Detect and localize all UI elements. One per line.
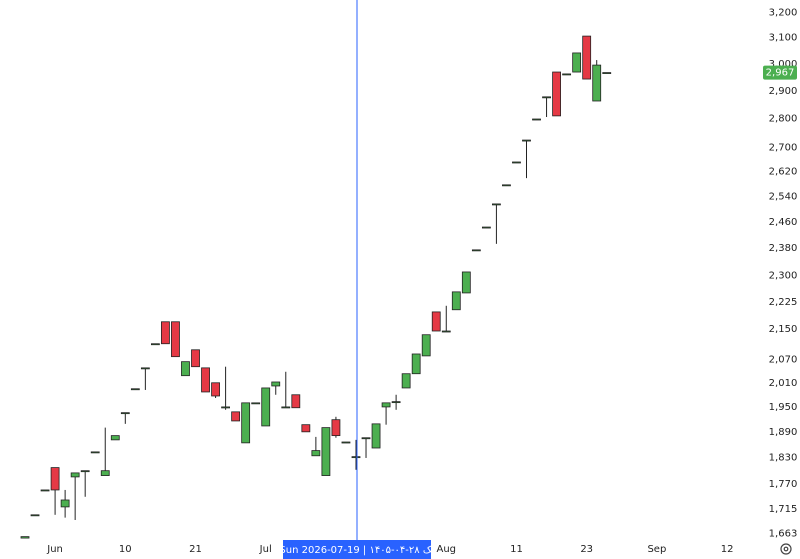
candle-body: [100, 470, 110, 476]
candle-body: [542, 96, 551, 99]
x-tick-label: 12: [721, 544, 734, 555]
candle-body: [401, 373, 411, 389]
candle-body: [231, 411, 241, 422]
y-tick-label: 2,700: [769, 143, 798, 154]
y-tick-label: 1,770: [769, 479, 798, 490]
candle-body: [181, 361, 190, 377]
crosshair-label-box: [283, 540, 431, 559]
candle-body: [191, 349, 200, 368]
candle-body: [492, 203, 501, 206]
candle-body: [40, 489, 50, 492]
candle-body: [321, 427, 331, 476]
candle-body: [271, 381, 281, 387]
candle-body: [130, 388, 140, 391]
settings-icon[interactable]: [780, 543, 792, 555]
candle-body: [251, 402, 261, 405]
candle-body: [381, 402, 391, 408]
candle-body: [311, 450, 321, 457]
y-tick-label: 3,100: [769, 33, 798, 44]
x-tick-label: Jun: [46, 544, 63, 555]
candle-body: [532, 118, 541, 121]
candle-body: [140, 367, 150, 370]
y-tick-label: 3,200: [769, 7, 798, 18]
y-tick-label: 2,800: [769, 114, 798, 125]
y-tick-label: 2,070: [769, 354, 798, 365]
y-tick-label: 2,150: [769, 324, 798, 335]
candle-body: [171, 321, 180, 358]
candle-body: [161, 321, 170, 345]
y-tick-label: 1,890: [769, 427, 798, 438]
candle-body: [261, 387, 271, 427]
candle-body: [211, 382, 220, 397]
y-tick-label: 1,663: [769, 529, 798, 540]
candle-body: [241, 402, 251, 444]
crosshair-label: Sun 2026-07-19 | ۱۴۰۵-۰۴-۲۸ یک: [279, 545, 434, 556]
candle-body: [411, 353, 421, 375]
candle-body: [20, 536, 30, 539]
y-tick-label: 1,950: [769, 402, 798, 413]
settings-hub: [783, 546, 789, 552]
x-tick-label: 11: [510, 544, 523, 555]
y-tick-label: 2,620: [769, 167, 798, 178]
candle-body: [331, 419, 341, 437]
candle-body: [301, 424, 311, 433]
candle-body: [461, 271, 471, 294]
candle-body: [502, 184, 511, 187]
candle-body: [50, 467, 60, 491]
candle-body: [60, 499, 70, 508]
candle-body: [431, 311, 441, 332]
last-price-label: 2,967: [766, 68, 795, 79]
y-tick-label: 2,380: [769, 243, 798, 254]
y-tick-label: 1,830: [769, 453, 798, 464]
candle-body: [30, 514, 40, 517]
candle-body: [120, 412, 130, 415]
candle-body: [522, 139, 531, 142]
candle-body: [80, 470, 90, 473]
candle-body: [471, 249, 481, 252]
candle-body: [602, 72, 612, 74]
candle-body: [451, 291, 461, 311]
candle-body: [481, 226, 491, 229]
settings-ring: [780, 543, 792, 555]
plot: 1,663 1,715 1,770 1,830 1,890 1,950 2,010 2,070…: [20, 7, 798, 555]
y-tick-label: 1,715: [769, 504, 798, 515]
x-tick-label: 23: [580, 544, 593, 555]
candle-body: [351, 456, 361, 459]
candle-body: [572, 52, 582, 73]
candle-body: [562, 73, 572, 76]
y-tick-label: 2,460: [769, 217, 798, 228]
y-tick-label: 2,010: [769, 378, 798, 389]
x-tick-label: 21: [189, 544, 202, 555]
candle-body: [201, 367, 210, 393]
candle-body: [281, 406, 291, 409]
candle-body: [371, 423, 381, 449]
y-tick-label: 2,225: [769, 297, 798, 308]
y-tick-label: 3,000: [769, 59, 798, 70]
candle-body: [582, 35, 592, 80]
candle-body: [512, 161, 521, 164]
x-tick-label: Jul: [259, 544, 272, 555]
candle-body: [291, 394, 301, 409]
x-tick-label: 10: [119, 544, 132, 555]
y-tick-label: 2,900: [769, 86, 798, 97]
y-tick-label: 2,540: [769, 191, 798, 202]
candle-body: [592, 64, 602, 102]
candle-body: [552, 71, 561, 117]
candle-body: [341, 441, 351, 444]
candle-body: [110, 435, 120, 441]
x-tick-label: Sep: [647, 544, 666, 555]
candle-body: [361, 437, 371, 440]
x-tick-label: Aug: [436, 544, 456, 555]
candle-body: [70, 472, 80, 478]
candle-body: [421, 334, 431, 357]
candle-body: [441, 330, 451, 333]
y-tick-label: 2,300: [769, 270, 798, 281]
last-price-box: [763, 65, 797, 80]
candle-body: [90, 451, 100, 454]
candle-body: [391, 401, 401, 404]
candle-body: [150, 343, 160, 346]
candle-body: [221, 406, 231, 409]
